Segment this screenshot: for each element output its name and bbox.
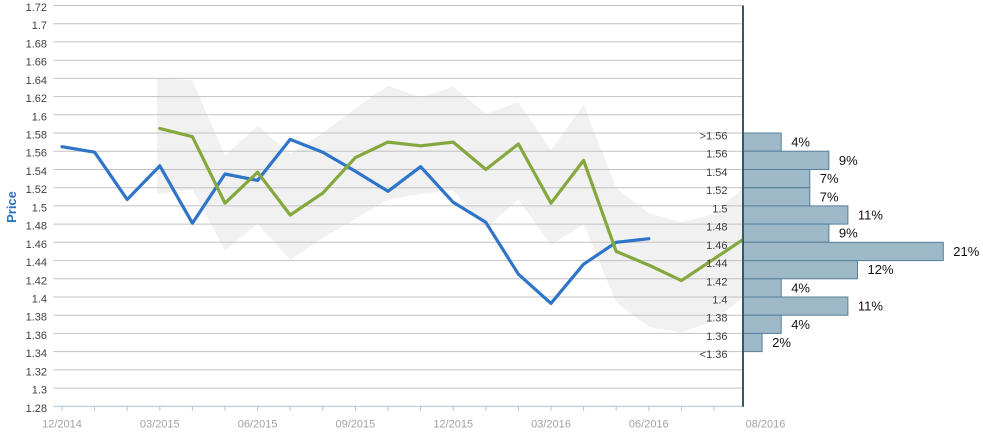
- svg-text:1.64: 1.64: [26, 75, 47, 87]
- svg-text:Price: Price: [4, 191, 19, 223]
- svg-text:1.44: 1.44: [706, 258, 727, 270]
- svg-text:1.44: 1.44: [26, 257, 47, 269]
- svg-text:12/2014: 12/2014: [42, 419, 82, 431]
- svg-text:1.48: 1.48: [706, 222, 727, 234]
- svg-text:1.36: 1.36: [706, 331, 727, 343]
- svg-text:1.52: 1.52: [706, 185, 727, 197]
- svg-text:21%: 21%: [953, 244, 979, 259]
- svg-text:08/2016: 08/2016: [746, 419, 786, 431]
- svg-text:1.52: 1.52: [26, 184, 47, 196]
- svg-text:>1.56: >1.56: [700, 131, 728, 143]
- svg-text:1.7: 1.7: [32, 20, 47, 32]
- svg-text:06/2015: 06/2015: [238, 419, 278, 431]
- svg-text:1.46: 1.46: [26, 239, 47, 251]
- svg-text:1.36: 1.36: [26, 330, 47, 342]
- svg-text:1.5: 1.5: [712, 203, 727, 215]
- svg-text:7%: 7%: [820, 189, 839, 204]
- svg-text:1.3: 1.3: [32, 385, 47, 397]
- svg-text:1.42: 1.42: [706, 276, 727, 288]
- svg-text:1.6: 1.6: [32, 111, 47, 123]
- svg-text:4%: 4%: [791, 317, 810, 332]
- svg-text:1.38: 1.38: [26, 312, 47, 324]
- svg-text:1.34: 1.34: [26, 348, 47, 360]
- svg-text:03/2016: 03/2016: [531, 419, 571, 431]
- svg-text:03/2015: 03/2015: [140, 419, 180, 431]
- svg-text:1.54: 1.54: [26, 166, 47, 178]
- svg-text:1.68: 1.68: [26, 38, 47, 50]
- svg-text:1.4: 1.4: [712, 295, 727, 307]
- svg-text:1.62: 1.62: [26, 93, 47, 105]
- svg-text:9%: 9%: [839, 226, 858, 241]
- svg-text:1.32: 1.32: [26, 366, 47, 378]
- svg-text:1.38: 1.38: [706, 313, 727, 325]
- svg-text:1.56: 1.56: [706, 149, 727, 161]
- svg-text:1.5: 1.5: [32, 202, 47, 214]
- svg-text:1.58: 1.58: [26, 130, 47, 142]
- svg-text:09/2015: 09/2015: [336, 419, 376, 431]
- svg-text:2%: 2%: [772, 335, 791, 350]
- svg-text:12%: 12%: [868, 262, 894, 277]
- svg-text:11%: 11%: [858, 299, 883, 314]
- svg-text:06/2016: 06/2016: [629, 419, 669, 431]
- svg-text:4%: 4%: [791, 280, 810, 295]
- svg-text:4%: 4%: [791, 135, 810, 150]
- svg-text:1.28: 1.28: [26, 403, 47, 415]
- svg-text:9%: 9%: [839, 153, 858, 168]
- svg-text:1.46: 1.46: [706, 240, 727, 252]
- svg-text:1.56: 1.56: [26, 148, 47, 160]
- svg-text:1.66: 1.66: [26, 57, 47, 69]
- svg-text:1.48: 1.48: [26, 221, 47, 233]
- svg-text:1.54: 1.54: [706, 167, 727, 179]
- svg-text:1.4: 1.4: [32, 294, 47, 306]
- svg-text:11%: 11%: [858, 208, 883, 223]
- svg-text:<1.36: <1.36: [700, 349, 728, 361]
- svg-text:7%: 7%: [820, 171, 839, 186]
- svg-text:1.42: 1.42: [26, 275, 47, 287]
- svg-text:1.72: 1.72: [26, 2, 47, 14]
- svg-text:12/2015: 12/2015: [433, 419, 473, 431]
